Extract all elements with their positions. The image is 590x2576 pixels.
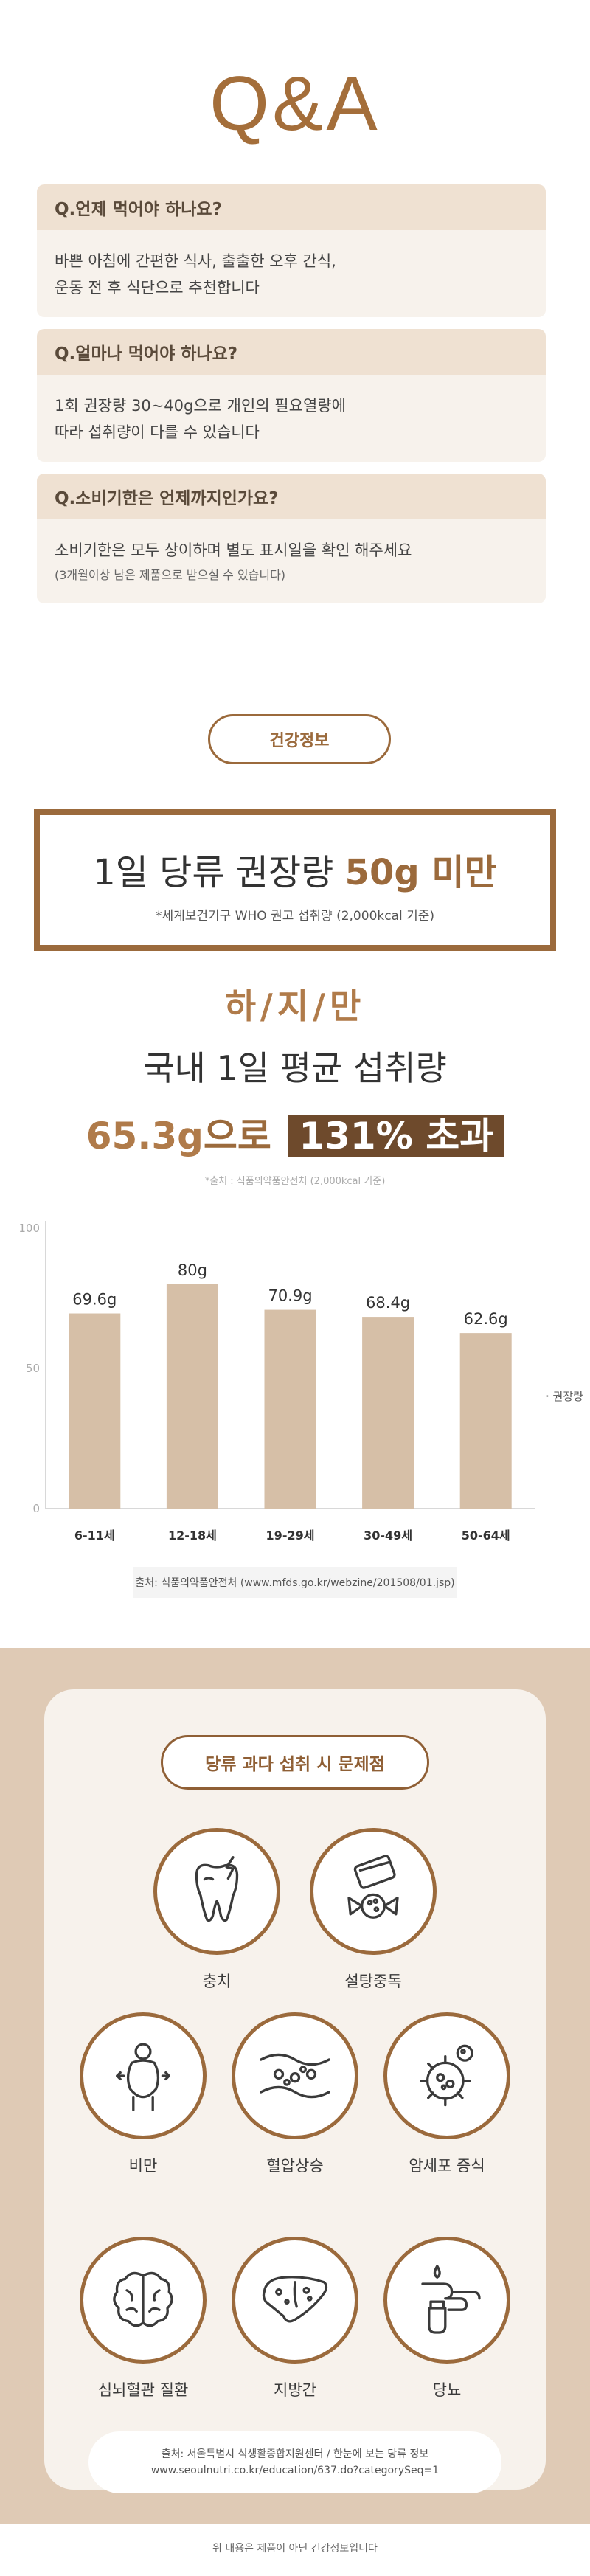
problems-pill: 당류 과다 섭취 시 문제점 bbox=[161, 1735, 429, 1790]
problems-source: 출처: 서울특별시 식생활종합지원센터 / 한눈에 보는 당류 정보 www.s… bbox=[88, 2431, 502, 2493]
qa-question: Q.소비기한은 언제까지인가요? bbox=[37, 474, 546, 519]
liver-label: 지방간 bbox=[274, 2381, 316, 2399]
sugar-recommendation: 1일 당류 권장량 50g 미만 bbox=[40, 843, 550, 895]
qa-answer-line: 1회 권장량 30~40g으로 개인의 필요열량에 bbox=[55, 397, 346, 415]
average-intake-connector: 으로 bbox=[203, 1115, 285, 1157]
blood-vessel-icon bbox=[232, 2012, 358, 2139]
qa-title: Q&A bbox=[209, 61, 381, 147]
cancer-cell-icon bbox=[384, 2012, 510, 2139]
footer-note: 위 내용은 제품이 아닌 건강정보입니다 bbox=[212, 2543, 378, 2555]
blood-test-icon bbox=[384, 2237, 510, 2364]
bar bbox=[166, 1284, 218, 1509]
bar-data-label: 80g bbox=[178, 1261, 207, 1279]
bar bbox=[69, 1313, 121, 1509]
tooth-icon bbox=[153, 1828, 280, 1955]
liver-icon bbox=[232, 2237, 358, 2364]
y-tick-label: 100 bbox=[18, 1222, 40, 1235]
blood-test-label: 당뇨 bbox=[432, 2381, 462, 2399]
chart-source: 출처: 식품의약품안전처 (www.mfds.go.kr/webzine/201… bbox=[133, 1567, 457, 1598]
sugar-recommendation-note: *세계보건기구 WHO 권고 섭취량 (2,000kcal 기준) bbox=[155, 909, 435, 924]
qa-answer-line: 따라 섭취량이 다를 수 있습니다 bbox=[55, 423, 260, 441]
bar-data-label: 68.4g bbox=[366, 1294, 410, 1312]
legend-label: · 권장량 bbox=[546, 1390, 583, 1403]
bar-data-label: 70.9g bbox=[268, 1287, 312, 1305]
sugar-intake-bar-chart: 0 50 100 69.6g 6-11세 80g 12-18세 70.9g 19-29세 68.4… bbox=[18, 1221, 583, 1543]
qa-list: Q.언제 먹어야 하나요? 바쁜 아침에 간편한 식사, 출출한 오후 간식, … bbox=[37, 184, 546, 615]
x-tick-label: 6-11세 bbox=[74, 1528, 115, 1543]
average-intake-excess-badge: 131% 초과 bbox=[288, 1115, 504, 1157]
qa-answer-line: 운동 전 후 식단으로 추천합니다 bbox=[55, 279, 260, 297]
qa-item: Q.얼마나 먹어야 하나요? 1회 권장량 30~40g으로 개인의 필요열량에… bbox=[37, 329, 546, 462]
source-note: *출처 : 식품의약품안전처 (2,000kcal 기준) bbox=[204, 1176, 386, 1187]
bar-data-label: 69.6g bbox=[72, 1291, 117, 1309]
qa-answer-note: (3개월이상 남은 제품으로 받으실 수 있습니다) bbox=[55, 568, 286, 582]
sugar-recommendation-amount: 50g 미만 bbox=[344, 852, 497, 893]
y-tick-label: 0 bbox=[32, 1502, 40, 1515]
x-tick-label: 30-49세 bbox=[364, 1528, 412, 1543]
bar-data-label: 62.6g bbox=[464, 1310, 508, 1328]
obesity-icon bbox=[80, 2012, 206, 2139]
health-info-pill: 건강정보 bbox=[208, 714, 391, 764]
problems-source-url: www.seoulnutri.co.kr/education/637.do?ca… bbox=[150, 2465, 440, 2476]
brain-icon bbox=[80, 2237, 206, 2364]
qa-answer-line: 바쁜 아침에 간편한 식사, 출출한 오후 간식, bbox=[55, 252, 336, 270]
sugar-recommendation-text: 1일 당류 권장량 bbox=[93, 852, 345, 893]
qa-question: Q.언제 먹어야 하나요? bbox=[37, 184, 546, 230]
qa-question: Q.얼마나 먹어야 하나요? bbox=[37, 329, 546, 375]
qa-item: Q.언제 먹어야 하나요? 바쁜 아침에 간편한 식사, 출출한 오후 간식, … bbox=[37, 184, 546, 317]
candy-label: 설탕중독 bbox=[344, 1973, 402, 1990]
average-intake-heading: 국내 1일 평균 섭취량 bbox=[143, 1048, 447, 1088]
tooth-label: 충치 bbox=[202, 1973, 232, 1990]
x-tick-label: 19-29세 bbox=[266, 1528, 315, 1543]
bar bbox=[264, 1309, 316, 1509]
average-intake-amount: 65.3g bbox=[86, 1115, 204, 1157]
bar bbox=[459, 1333, 512, 1509]
qa-answer: 소비기한은 모두 상이하며 별도 표시일을 확인 해주세요 (3개월이상 남은 … bbox=[37, 519, 546, 603]
average-intake-value: 65.3g으로 131% 초과 bbox=[0, 1107, 590, 1160]
x-tick-label: 12-18세 bbox=[168, 1528, 217, 1543]
qa-answer: 바쁜 아침에 간편한 식사, 출출한 오후 간식, 운동 전 후 식단으로 추천… bbox=[37, 230, 546, 317]
qa-answer-line: 소비기한은 모두 상이하며 별도 표시일을 확인 해주세요 bbox=[55, 541, 412, 559]
x-tick-label: 50-64세 bbox=[462, 1528, 510, 1543]
sugar-recommendation-box: 1일 당류 권장량 50g 미만 *세계보건기구 WHO 권고 섭취량 (2,0… bbox=[34, 809, 556, 951]
y-tick-label: 50 bbox=[26, 1362, 40, 1375]
problems-source-line: 출처: 서울특별시 식생활종합지원센터 / 한눈에 보는 당류 정보 bbox=[161, 2448, 429, 2460]
but-heading: 하/지/만 bbox=[224, 986, 366, 1026]
brain-label: 심뇌혈관 질환 bbox=[97, 2381, 189, 2399]
obesity-label: 비만 bbox=[128, 2157, 158, 2175]
candy-icon bbox=[310, 1828, 437, 1955]
bar bbox=[362, 1317, 414, 1509]
qa-answer: 1회 권장량 30~40g으로 개인의 필요열량에 따라 섭취량이 다를 수 있… bbox=[37, 375, 546, 462]
cancer-cell-label: 암세포 증식 bbox=[409, 2157, 485, 2175]
blood-vessel-label: 혈압상승 bbox=[266, 2157, 324, 2175]
qa-item: Q.소비기한은 언제까지인가요? 소비기한은 모두 상이하며 별도 표시일을 확… bbox=[37, 474, 546, 603]
